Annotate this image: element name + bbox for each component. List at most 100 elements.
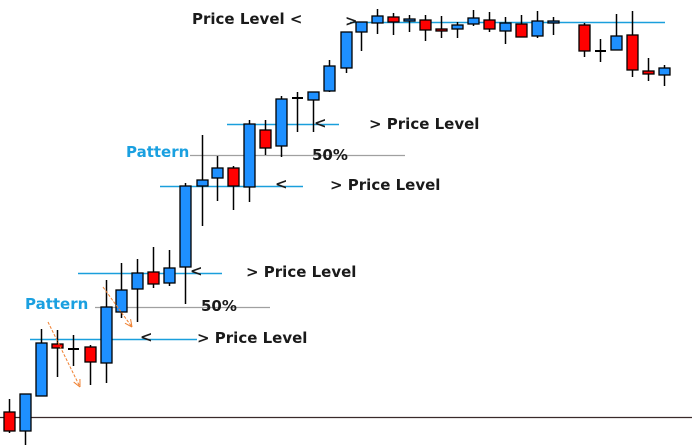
candle-body [451,24,464,30]
candle [259,120,272,155]
candle [355,21,368,51]
candle-body [51,343,64,349]
candle [626,11,639,77]
candle-body [547,20,560,24]
candle [243,120,256,202]
chevron-left-icon: < [190,262,203,280]
chevron-right-icon: > [345,12,358,30]
candle [35,329,48,397]
candle [371,9,384,34]
candle [531,11,544,38]
candle-body [179,185,192,268]
candle [451,22,464,38]
price-level-label-3: > Price Level [330,176,441,194]
candle [642,58,655,81]
candle-body [626,34,639,71]
chevron-left-icon: < [275,175,288,193]
pattern-label-1: Pattern [25,295,89,313]
candle-body [435,28,448,32]
candle-body [307,91,320,101]
candle [196,135,209,226]
candle [435,16,448,38]
candle-body [658,67,671,76]
price-level-label-2: > Price Level [246,263,357,281]
candle [483,12,496,32]
candle-body [84,346,97,363]
candle-body [499,22,512,32]
candle [68,335,79,366]
candle [115,263,128,318]
candle-body [196,179,209,187]
candle [163,250,176,286]
candle-body [371,15,384,24]
price-level-label-1: > Price Level [197,329,308,347]
price-level-label-top: Price Level < [192,10,303,28]
candle [100,280,113,383]
candle [275,96,288,157]
pattern-arrows [47,286,133,388]
candle-body [387,16,400,23]
arrow-head-icon [124,322,133,328]
candle-body [340,31,353,69]
candle [595,39,606,62]
candle [387,13,400,35]
candle-body [227,167,240,187]
candle [499,17,512,44]
candle [323,60,336,92]
candle [227,166,240,210]
chevron-left-icon: < [314,114,327,132]
candle-body [610,35,623,51]
candle [340,31,353,73]
candle [578,23,591,57]
candle [131,259,144,322]
candle [467,10,480,26]
candle [84,345,97,385]
candle-body [355,21,368,33]
arrow-shaft [47,321,81,388]
fifty-percent-label-2: 50% [312,146,348,164]
candle-body [147,271,160,285]
candle-body [243,123,256,188]
candle [547,17,560,35]
candle-body [115,289,128,313]
candle-body [19,393,32,432]
candle-body [100,306,113,364]
candle-body [483,19,496,30]
candle-body [259,129,272,149]
candle [51,330,64,377]
candle [292,92,303,132]
candle [3,399,16,433]
candle [403,15,416,32]
candle-body [419,19,432,31]
candle [179,183,192,304]
candle [19,393,32,445]
candle [515,15,528,38]
candle-body [642,70,655,75]
arrow-head-icon [130,319,133,328]
candle [147,247,160,288]
candle-body [578,24,591,52]
candle-body [211,167,224,179]
candle-body [323,65,336,92]
candle-body [275,98,288,147]
candle [658,65,671,86]
chevron-left-icon: < [140,328,153,346]
candle [307,91,320,132]
pattern-label-2: Pattern [126,143,190,161]
price-level-label-4: > Price Level [369,115,480,133]
candle [211,156,224,201]
candle-body [35,342,48,397]
candle-body [403,18,416,22]
candle [610,14,623,51]
arrow-head-icon [73,381,81,388]
candle-body [467,17,480,25]
candles [3,9,671,445]
candle-body [131,272,144,290]
arrow-shaft [102,286,133,328]
candle-body [163,267,176,284]
candle-body [515,23,528,38]
candle-body [3,411,16,432]
candle-body [531,20,544,37]
